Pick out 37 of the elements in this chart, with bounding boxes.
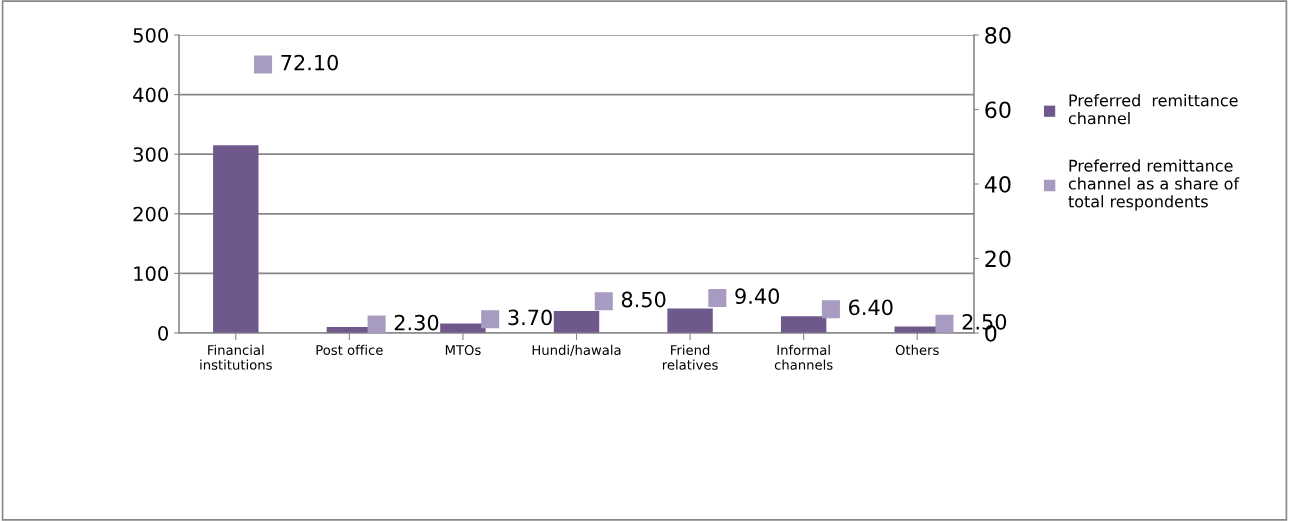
x-tick-label: Others [895,344,939,356]
x-tick-label: Friend relatives [662,344,718,370]
data-label: 72.10 [281,54,338,71]
point [481,310,500,329]
x-tick-label: MTOs [445,345,481,356]
bar [440,323,486,333]
data-label: 9.40 [735,288,779,305]
x-tick-label: Hundi/hawala [532,344,621,357]
bar [553,310,600,333]
point [594,292,613,311]
bar [213,145,259,333]
point [708,288,727,308]
y-tick-label: 300 [133,147,168,162]
y2-tick-label: 20 [985,250,1011,268]
data-label: 2.30 [394,314,439,331]
legend-label: Preferred remittance channel as a share of total respondents [1068,159,1240,211]
point [254,55,273,74]
data-label: 6.40 [849,299,893,316]
point [935,314,954,333]
x-tick-label: Post office [316,344,383,356]
y2-tick-label: 60 [985,101,1011,119]
y-tick-label: 500 [133,27,168,43]
y-tick-label: 200 [133,206,168,222]
y2-tick-label: 40 [984,175,1011,193]
x-tick-label: Informal channels [774,344,833,370]
y-tick-label: 0 [158,325,168,341]
bar [667,308,713,333]
data-label: 8.50 [621,291,666,308]
bar [780,316,827,333]
legend-label: Preferred remittance channel [1068,94,1238,125]
data-label: 3.70 [508,309,552,326]
y-tick-label: 100 [134,266,168,282]
point [821,300,840,319]
y-tick-label: 400 [133,87,168,103]
point [367,315,386,333]
x-tick-label: Financial institutions [200,344,272,370]
y2-tick-label: 80 [985,26,1011,44]
